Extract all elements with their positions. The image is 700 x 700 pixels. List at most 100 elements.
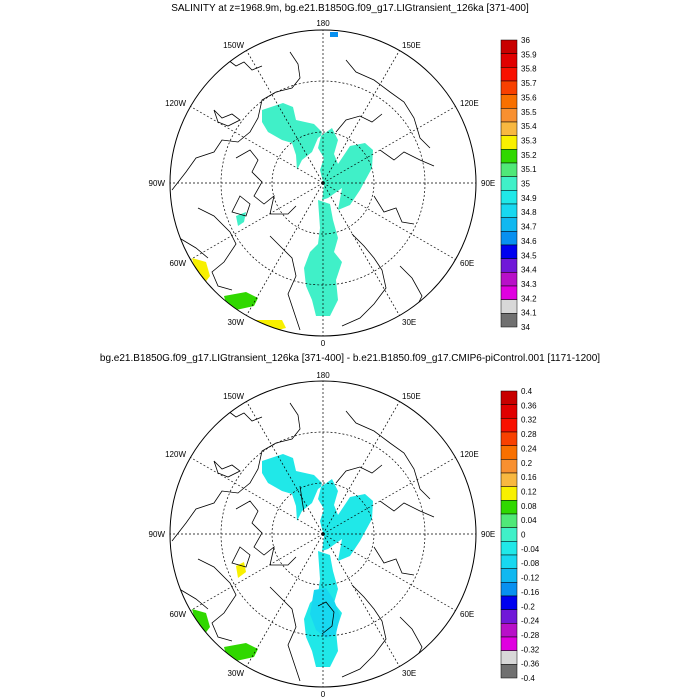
lon-label: 0 [321,339,326,348]
colorbar-label: -0.12 [521,574,540,583]
colorbar-swatch [500,664,518,679]
colorbar: 0.4 0.36 0.32 0.28 0.24 0.2 0.16 0.12 0.08 0.04 0 -… [500,387,540,683]
colorbar-label: 35.3 [521,136,537,145]
colorbar-swatch [500,431,518,446]
colorbar-label: 0 [521,531,526,540]
colorbar-label: 35.6 [521,93,537,102]
colorbar-swatch [500,94,518,109]
lon-label: 30E [402,669,416,678]
colorbar-swatch [500,404,518,419]
colorbar-swatch [500,527,518,542]
colorbar-label: 0.16 [521,473,537,482]
colorbar-label: 34 [521,323,530,332]
colorbar-swatch [500,176,518,191]
colorbar-label: 35.4 [521,122,537,131]
map-border [169,380,477,688]
colorbar-swatch [500,258,518,273]
colorbar-swatch [500,390,518,405]
colorbar-swatch [500,53,518,68]
colorbar-label: 35.2 [521,151,537,160]
colorbar-label: 34.1 [521,309,537,318]
lon-label: 150E [402,41,421,50]
lon-label: 90W [149,530,166,539]
colorbar-label: 34.8 [521,208,537,217]
colorbar-swatch [500,582,518,597]
colorbar-label: 34.2 [521,294,537,303]
colorbar-swatch [500,190,518,205]
coastline [171,402,435,682]
colorbar-swatch [500,486,518,501]
panel-title: SALINITY at z=1968.9m, bg.e21.B1850G.f09… [171,3,529,14]
colorbar-swatch [500,541,518,556]
salinity-field [304,200,342,316]
colorbar-label: 34.5 [521,251,537,260]
salinity-field [224,292,258,310]
lon-label: 150W [223,392,244,401]
colorbar-label: 35.9 [521,50,537,59]
lon-label: 90E [481,179,495,188]
colorbar: 36 35.9 35.8 35.7 35.6 35.5 35.4 35.3 35.2 35.1 35… [500,36,537,332]
colorbar-label: 35.8 [521,65,537,74]
lon-label: 120E [460,450,479,459]
anomaly-field [224,643,258,661]
lon-label: 150W [223,41,244,50]
polar-map-bottom: 180 150E 120E 90E 60E 30E 0 30W 60W 90W … [149,371,540,699]
colorbar-label: -0.32 [521,645,540,654]
colorbar-swatch [500,162,518,177]
colorbar-swatch [500,500,518,515]
lon-label: 120E [460,99,479,108]
lon-label: 0 [321,690,326,699]
colorbar-label: 34.3 [521,280,537,289]
colorbar-label: 0.36 [521,401,537,410]
colorbar-label: 0.2 [521,459,533,468]
lon-label: 30W [228,318,245,327]
colorbar-label: 36 [521,36,530,45]
anomaly-field [310,588,340,638]
colorbar-label: 35.1 [521,165,537,174]
colorbar-swatch [500,636,518,651]
lon-label: 60W [170,259,187,268]
colorbar-swatch [500,67,518,82]
colorbar-label: 0.08 [521,502,537,511]
colorbar-swatch [500,80,518,95]
graticule [170,30,476,336]
anomaly-field [192,609,210,635]
lon-label: 150E [402,392,421,401]
lon-label: 30E [402,318,416,327]
colorbar-label: 35.5 [521,108,537,117]
colorbar-swatch [500,513,518,528]
colorbar-label: -0.4 [521,674,535,683]
lon-label: 60E [460,259,474,268]
anomaly-field [262,454,373,561]
colorbar-swatch [500,609,518,624]
colorbar-swatch [500,459,518,474]
colorbar-swatch [500,149,518,164]
colorbar-label: -0.08 [521,559,540,568]
colorbar-swatch [500,272,518,287]
colorbar-swatch [500,445,518,460]
colorbar-label: 0.24 [521,444,537,453]
colorbar-swatch [500,472,518,487]
colorbar-label: 34.6 [521,237,537,246]
colorbar-swatch [500,299,518,314]
colorbar-swatch [500,285,518,300]
colorbar-swatch [500,217,518,232]
colorbar-label: -0.2 [521,602,535,611]
colorbar-swatch [500,595,518,610]
lon-label: 180 [316,19,330,28]
colorbar-swatch [500,231,518,246]
colorbar-swatch [500,244,518,259]
colorbar-label: 0.28 [521,430,537,439]
colorbar-label: 0.12 [521,487,537,496]
salinity-field [236,212,246,226]
colorbar-swatch [500,121,518,136]
colorbar-label: 0.4 [521,387,533,396]
lon-label: 60W [170,610,187,619]
lon-label: 30W [228,669,245,678]
colorbar-label: -0.24 [521,617,540,626]
colorbar-label: -0.36 [521,660,540,669]
colorbar-swatch [500,313,518,328]
salinity-field [262,103,373,210]
colorbar-swatch [500,203,518,218]
